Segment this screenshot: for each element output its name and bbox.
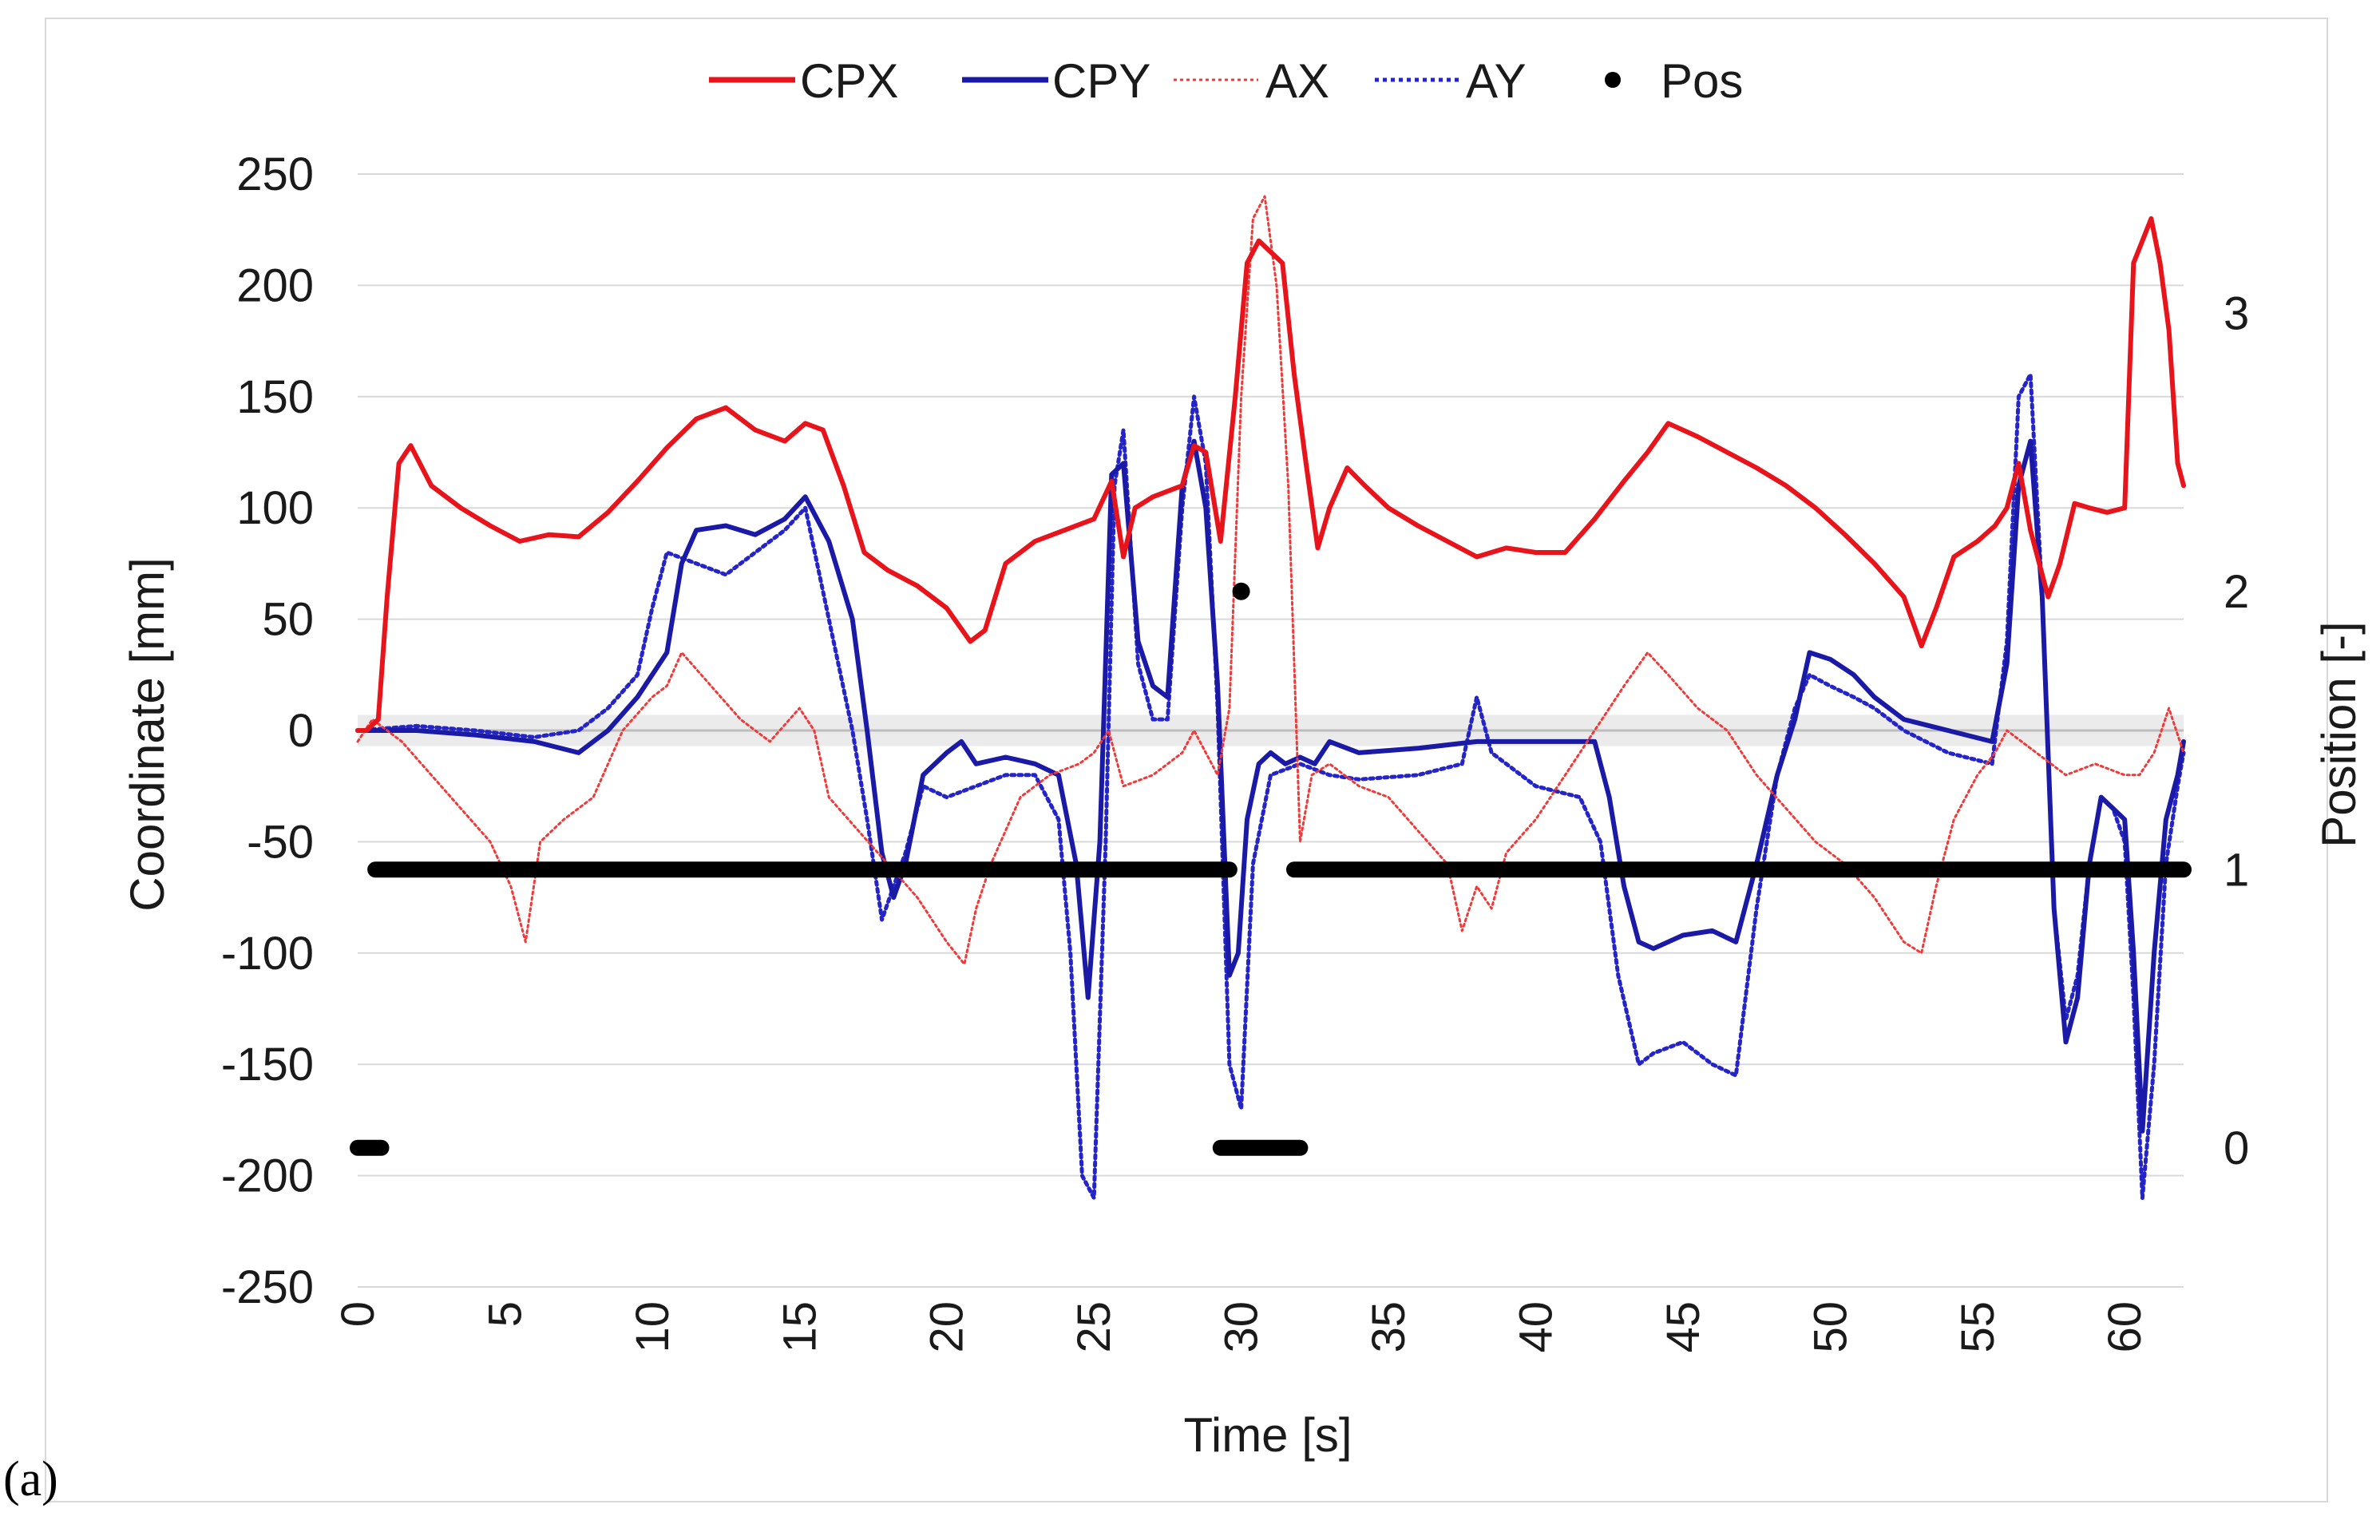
x-tick-label: 15	[774, 1301, 826, 1353]
series-cpx-line	[355, 216, 2186, 733]
x-tick-label: 20	[921, 1301, 973, 1353]
legend-item-ax: AX	[1174, 54, 1329, 108]
legend-item-cpy: CPY	[962, 54, 1150, 108]
y-tick-label: 100	[236, 482, 314, 534]
y-tick-label: 50	[262, 594, 314, 646]
x-tick-label: 0	[332, 1301, 384, 1327]
y-tick-label: -50	[247, 816, 314, 868]
y2-tick-label: 1	[2224, 844, 2249, 896]
legend-label-cpy: CPY	[1052, 54, 1150, 108]
y-tick-label: -200	[221, 1150, 314, 1202]
y-tick-label: 200	[236, 259, 314, 311]
legend-swatch-pos	[1605, 72, 1621, 88]
series-ax-line	[356, 195, 2185, 966]
x-tick-labels: 0 5 10 15 20 25 30 35 40 45 50 55 60	[332, 1301, 2151, 1353]
x-axis-title: Time [s]	[1183, 1408, 1352, 1462]
x-tick-label: 25	[1068, 1301, 1120, 1353]
legend-item-ay: AY	[1375, 54, 1527, 108]
y2-tick-label: 2	[2224, 566, 2249, 618]
y-tick-label: 150	[236, 371, 314, 423]
x-tick-label: 5	[479, 1301, 531, 1327]
y-tick-labels: 250 200 150 100 50 0 -50 -100 -150 -200 -250	[221, 148, 314, 1313]
y2-tick-labels: 3 2 1 0	[2224, 287, 2249, 1174]
y2-tick-label: 3	[2224, 287, 2249, 339]
x-tick-label: 55	[1952, 1301, 2004, 1353]
legend-label-cpx: CPX	[800, 54, 898, 108]
y2-axis-title: Position [-]	[2312, 621, 2366, 847]
panel-label: (a)	[3, 1452, 58, 1506]
y-axis-title: Coordinate [mm]	[121, 557, 174, 912]
legend-label-pos: Pos	[1661, 54, 1743, 108]
chart-frame	[45, 18, 2328, 1502]
x-tick-label: 50	[1804, 1301, 1856, 1353]
x-tick-label: 40	[1510, 1301, 1562, 1353]
y-tick-label: -150	[221, 1039, 314, 1091]
zero-noise-band	[358, 715, 2184, 746]
series-layer	[350, 195, 2192, 1200]
legend-label-ax: AX	[1265, 54, 1329, 108]
x-tick-label: 60	[2099, 1301, 2151, 1353]
y-tick-label: 250	[236, 148, 314, 200]
y-tick-label: -100	[221, 928, 314, 980]
x-tick-label: 30	[1216, 1301, 1268, 1353]
x-tick-label: 35	[1363, 1301, 1415, 1353]
legend-item-cpx: CPX	[709, 54, 898, 108]
legend-item-pos: Pos	[1605, 54, 1743, 108]
x-tick-label: 45	[1657, 1301, 1709, 1353]
legend-label-ay: AY	[1466, 54, 1527, 108]
y-tick-label: -250	[221, 1261, 314, 1313]
y2-tick-label: 0	[2224, 1122, 2249, 1174]
series-ay-line	[355, 372, 2186, 1200]
series-cpy-line	[355, 438, 2186, 1134]
pos-marker-2	[1232, 582, 1250, 600]
chart-legend: CPX CPY AX AY Pos	[709, 54, 1743, 108]
y-tick-label: 0	[288, 705, 314, 757]
x-tick-label: 10	[627, 1301, 679, 1353]
